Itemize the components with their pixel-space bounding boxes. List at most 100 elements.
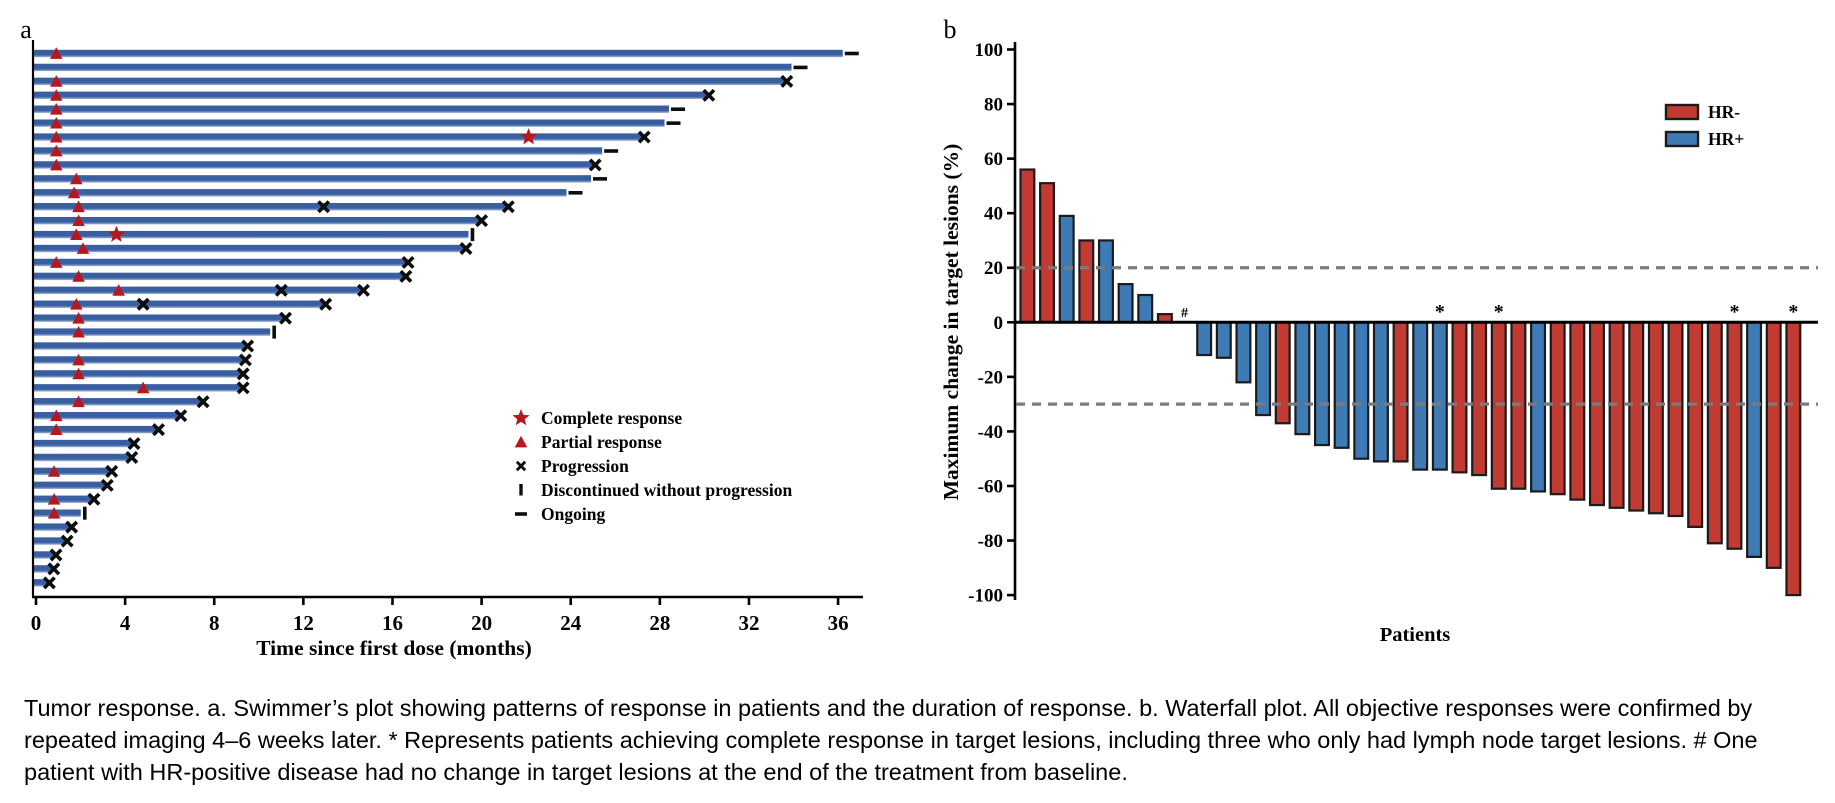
swimmer-bar: [34, 244, 465, 253]
waterfall-bar-hr-neg: [1726, 321, 1743, 550]
panel-b-x-axis-title: Patients: [1380, 624, 1451, 646]
swimmer-bar: [34, 411, 179, 420]
partial-response-icon: [49, 47, 63, 59]
complete-response-asterisk: *: [1788, 301, 1798, 323]
partial-response-icon: [112, 284, 125, 296]
swimmer-bar: [34, 495, 92, 503]
waterfall-bar-hr-pos: [1412, 321, 1429, 471]
progression-icon: [49, 548, 63, 562]
partial-response-icon: [49, 75, 63, 87]
y-tick-label: 60: [984, 149, 1003, 170]
partial-response-icon: [72, 353, 85, 366]
waterfall-bar-hr-neg: [1392, 321, 1409, 463]
partial-response-icon: [136, 381, 150, 394]
swimmer-bar: [34, 286, 362, 295]
progression-icon: [501, 200, 515, 214]
progression-icon: [65, 520, 79, 534]
waterfall-bar-hr-pos: [1431, 321, 1448, 471]
no-change-hash: #: [1181, 306, 1188, 321]
progression-icon: [319, 297, 333, 311]
partial-response-icon: [72, 311, 85, 324]
y-tick-label: -100: [968, 586, 1003, 607]
y-tick-label: 100: [975, 40, 1004, 61]
partial-response-icon: [72, 214, 85, 227]
legend-label: HR-: [1708, 102, 1740, 122]
x-tick-label: 24: [560, 611, 582, 635]
swimmer-bar: [34, 481, 106, 490]
complete-response-icon: [520, 128, 538, 145]
progression-icon: [702, 88, 716, 102]
swimmer-bar: [34, 105, 669, 113]
partial-response-icon: [72, 200, 85, 213]
progression-icon: [125, 450, 139, 464]
swimmer-bar: [34, 77, 785, 86]
y-tick-label: 40: [984, 204, 1003, 225]
swimmer-bar: [34, 216, 480, 225]
y-tick-label: -20: [978, 367, 1003, 388]
x-tick-label: 8: [209, 611, 220, 635]
waterfall-bar-hr-neg: [1706, 321, 1723, 545]
partial-response-icon: [49, 158, 63, 171]
waterfall-bar-hr-neg: [1588, 321, 1605, 507]
progression-icon: [317, 200, 331, 214]
progression-icon: [399, 269, 413, 283]
swimmer-bar: [34, 133, 643, 141]
waterfall-bar-hr-pos: [1137, 293, 1154, 324]
progression-icon: [136, 297, 150, 311]
progression-icon: [127, 437, 141, 451]
partial-response-icon: [70, 228, 83, 240]
waterfall-bar-hr-pos: [1235, 321, 1252, 384]
x-tick-label: 36: [828, 611, 849, 635]
partial-response-icon: [49, 130, 63, 143]
swimmer-bar: [34, 230, 469, 239]
partial-response-icon: [49, 116, 63, 129]
figure-caption: Tumor response. a. Swimmer’s plot showin…: [24, 695, 1758, 786]
panel-a-x-axis-title: Time since first dose (months): [256, 636, 532, 660]
complete-response-asterisk: *: [1729, 301, 1739, 323]
progression-icon: [459, 242, 473, 255]
swimmer-bar: [34, 537, 66, 545]
partial-response-icon: [49, 144, 63, 157]
progression-icon: [174, 409, 188, 423]
swimmer-bar: [34, 398, 202, 406]
partial-response-icon: [47, 506, 61, 519]
progression-icon: [105, 464, 119, 478]
swimmer-bar: [34, 161, 594, 169]
legend-label: Complete response: [541, 408, 682, 428]
legend-label: Discontinued without progression: [541, 480, 792, 500]
swimmer-bar: [34, 551, 55, 559]
progression-icon: [475, 214, 489, 228]
complete-response-asterisk: *: [1494, 301, 1504, 323]
waterfall-bar-hr-neg: [1667, 321, 1684, 518]
swimmer-bar: [34, 453, 130, 462]
waterfall-bar-hr-pos: [1333, 321, 1350, 449]
complete-response-asterisk: *: [1435, 301, 1445, 323]
x-tick-label: 12: [293, 611, 314, 635]
partial-response-icon: [72, 270, 85, 282]
swimmer-bar: [34, 300, 324, 308]
partial-response-icon: [49, 89, 63, 101]
x-tick-label: 4: [120, 611, 131, 635]
partial-response-icon: [49, 256, 63, 268]
progression-icon: [60, 534, 74, 548]
swimmer-bar: [34, 91, 707, 99]
swimmer-bar: [34, 579, 48, 587]
waterfall-bar-hr-neg: [1274, 321, 1291, 425]
swimmer-bar: [34, 49, 843, 58]
x-tick-label: 28: [649, 611, 670, 635]
progression-icon: [241, 339, 255, 353]
progression-icon: [274, 283, 288, 297]
y-tick-label: -60: [978, 476, 1003, 497]
partial-response-icon: [72, 395, 85, 408]
swimmer-bar: [34, 328, 271, 336]
waterfall-bar-hr-pos: [1294, 321, 1311, 436]
waterfall-bar-hr-pos: [1372, 321, 1389, 463]
waterfall-bar-hr-neg: [1628, 321, 1645, 512]
waterfall-bar-hr-pos: [1196, 321, 1213, 357]
swimmer-bar: [34, 189, 567, 197]
partial-response-icon: [49, 409, 63, 422]
waterfall-bar-hr-pos: [1530, 321, 1547, 493]
swimmer-bar: [34, 175, 591, 183]
swimmer-bar: [34, 342, 246, 350]
progression-icon: [42, 576, 56, 590]
